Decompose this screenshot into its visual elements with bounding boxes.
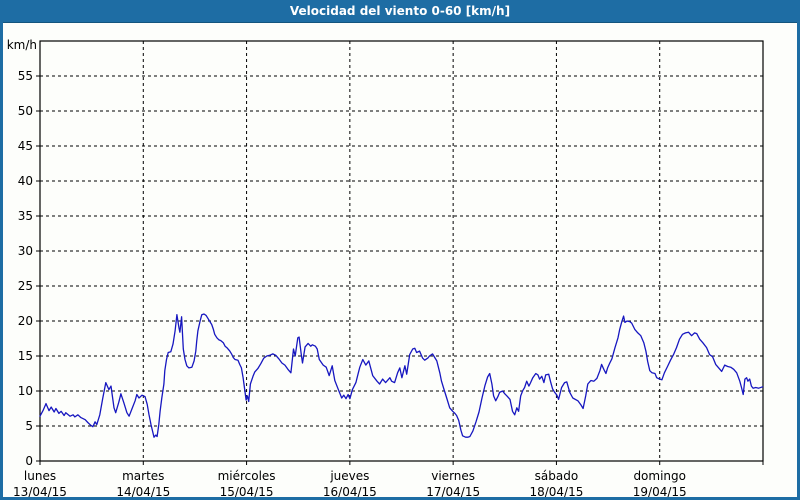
x-day-label: sábado — [535, 469, 579, 483]
y-tick-label: 10 — [18, 384, 33, 398]
x-day-label: domingo — [633, 469, 686, 483]
y-tick-label: 55 — [18, 69, 33, 83]
y-tick-label: 0 — [25, 454, 33, 468]
page-title: Velocidad del viento 0-60 [km/h] — [289, 4, 511, 18]
y-tick-label: 15 — [18, 349, 33, 363]
y-tick-label: 20 — [18, 314, 33, 328]
y-tick-label: 35 — [18, 209, 33, 223]
plot-border — [39, 40, 764, 462]
x-date-label: 15/04/15 — [220, 485, 274, 497]
x-date-label: 14/04/15 — [116, 485, 170, 497]
x-day-label: lunes — [24, 469, 56, 483]
title-bar: Velocidad del viento 0-60 [km/h] — [3, 0, 797, 23]
y-tick-label: 25 — [18, 279, 33, 293]
x-date-label: 19/04/15 — [633, 485, 687, 497]
x-day-label: martes — [122, 469, 164, 483]
x-day-label: viernes — [431, 469, 475, 483]
x-day-label: miércoles — [218, 469, 276, 483]
x-date-label: 17/04/15 — [426, 485, 480, 497]
y-axis-unit-label: km/h — [7, 38, 37, 52]
y-tick-label: 40 — [18, 174, 33, 188]
wind-speed-chart: 0 5 10 15 20 25 30 35 40 45 50 55 lunes 13/04/15 marte… — [7, 38, 764, 497]
x-date-label: 13/04/15 — [13, 485, 67, 497]
chart-area: 0 5 10 15 20 25 30 35 40 45 50 55 lunes 13/04/15 marte… — [3, 23, 797, 497]
y-tick-label: 5 — [25, 419, 33, 433]
y-tick-label: 50 — [18, 104, 33, 118]
y-tick-label: 45 — [18, 139, 33, 153]
y-tick-label: 30 — [18, 244, 33, 258]
x-date-label: 16/04/15 — [323, 485, 377, 497]
wind-speed-line — [39, 313, 764, 438]
x-date-label: 18/04/15 — [529, 485, 583, 497]
x-day-label: jueves — [329, 469, 369, 483]
